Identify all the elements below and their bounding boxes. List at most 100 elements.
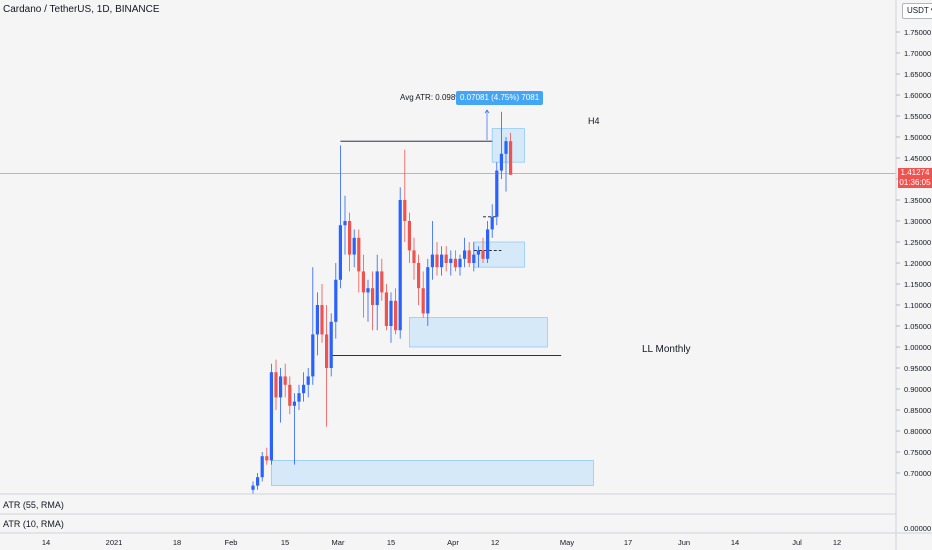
candle-body [315, 305, 319, 335]
candle [325, 305, 329, 427]
candle [366, 279, 370, 322]
candle-body [458, 258, 462, 268]
candle [265, 447, 269, 465]
candle-body [449, 258, 453, 263]
price-tick-label: 1.50000 [904, 133, 931, 142]
candle-body [481, 250, 485, 259]
candle-body [260, 456, 264, 478]
price-tick-label: 1.35000 [904, 196, 931, 205]
candle-body [444, 254, 448, 263]
candle-body [366, 288, 370, 293]
candle-body [495, 170, 499, 217]
zone-ll-monthly [408, 317, 548, 348]
candle [398, 187, 402, 339]
candle [417, 254, 421, 305]
candle [256, 473, 260, 490]
price-tick-label: 1.45000 [904, 154, 931, 163]
candle [453, 250, 457, 272]
candle [481, 237, 485, 263]
time-tick-label: 15 [281, 538, 289, 547]
candle-body [334, 279, 338, 322]
candle-body [384, 292, 388, 326]
candle-body [302, 384, 306, 394]
candle-body [306, 376, 310, 385]
candle-body [329, 321, 333, 368]
time-tick-label: 2021 [106, 538, 123, 547]
candle [338, 145, 342, 289]
candle [279, 368, 283, 423]
candle-body [463, 250, 467, 259]
time-tick-label: 14 [731, 538, 739, 547]
candle-body [476, 250, 480, 255]
candle [458, 254, 462, 276]
candle [430, 221, 434, 280]
candle [348, 212, 352, 272]
candle [467, 242, 471, 268]
candle-body [453, 258, 457, 268]
current-price-value: 1.41274 [900, 167, 930, 177]
symbol-title[interactable]: Cardano / TetherUS, 1D, BINANCE [3, 4, 160, 15]
candle [361, 254, 365, 318]
candle [283, 363, 287, 398]
zone-mid [473, 241, 525, 268]
price-tick-label: 0.90000 [904, 385, 931, 394]
candle-body [348, 221, 352, 255]
time-tick-label: 17 [624, 538, 632, 547]
indicator-atr-55[interactable]: ATR (55, RMA) [3, 500, 64, 510]
price-tick-label: 1.00000 [904, 343, 931, 352]
candle [499, 111, 503, 179]
time-tick-label: Feb [225, 538, 238, 547]
ll-monthly-label: LL Monthly [642, 344, 691, 355]
candle-body [380, 271, 384, 293]
candle [352, 229, 356, 268]
candle [495, 162, 499, 226]
candle-body [504, 141, 508, 154]
price-tick-label: 0.85000 [904, 406, 931, 415]
candle [306, 368, 310, 398]
indicator-tick-label: 0.00000 [904, 524, 931, 533]
candle [269, 363, 273, 465]
candle-body [430, 254, 434, 268]
candle-body [499, 153, 503, 171]
indicator-atr-10[interactable]: ATR (10, RMA) [3, 519, 64, 529]
current-price-tag: 1.41274 01:36:05 [898, 167, 932, 188]
candle [302, 372, 306, 402]
candle [288, 376, 292, 415]
candle [412, 237, 416, 280]
candle [504, 137, 508, 192]
candle-body [472, 254, 476, 263]
candle [403, 149, 407, 242]
candle-body [256, 477, 260, 486]
candle-body [265, 456, 269, 461]
currency-label: USDT [907, 6, 929, 15]
candle-body [421, 288, 425, 314]
candle-body [371, 288, 375, 305]
candle [371, 271, 375, 331]
candle-body [343, 221, 347, 226]
candle [449, 250, 453, 276]
candle [486, 221, 490, 263]
candle-body [288, 384, 292, 406]
avg-atr-label: Avg ATR: 0.09896 [400, 93, 465, 102]
candle [274, 359, 278, 410]
currency-selector[interactable]: USDT ▾ [902, 3, 932, 19]
candle-body [325, 334, 329, 368]
price-tick-label: 0.95000 [904, 364, 931, 373]
time-tick-label: 14 [42, 538, 50, 547]
candle-body [375, 271, 379, 305]
candle-body [251, 485, 255, 490]
price-tick-label: 1.25000 [904, 238, 931, 247]
candle [357, 229, 361, 293]
candle-body [297, 393, 301, 402]
candle [394, 288, 398, 335]
price-tick-label: 1.75000 [904, 28, 931, 37]
candle [389, 292, 393, 343]
overlay [484, 109, 490, 140]
price-tick-label: 1.30000 [904, 217, 931, 226]
price-tick-label: 1.60000 [904, 91, 931, 100]
candle-body [361, 271, 365, 293]
candle-body [292, 401, 296, 406]
candle-body [486, 229, 490, 259]
h4-label: H4 [588, 116, 600, 126]
